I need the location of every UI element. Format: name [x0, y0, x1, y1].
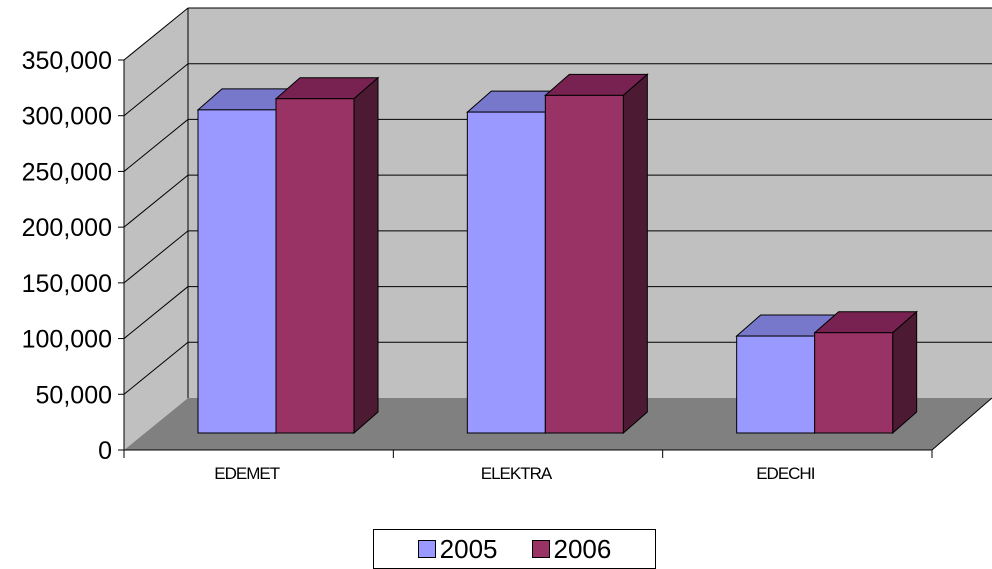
bar-side — [892, 310, 918, 435]
bar-2006-edechi — [813, 310, 918, 435]
bar-front — [736, 335, 816, 434]
gridline — [123, 341, 189, 395]
legend-swatch-2006 — [531, 540, 550, 558]
legend: 2005 2006 — [373, 529, 656, 569]
legend-label-2005: 2005 — [439, 533, 498, 564]
y-tick-label: 100,000 — [22, 326, 112, 354]
gridline — [123, 63, 189, 117]
x-tick-label: ELEKTRA — [481, 464, 553, 483]
y-tick-label: 150,000 — [22, 270, 112, 298]
y-tick-label: 250,000 — [22, 158, 112, 186]
bar-chart: 0 50,000 100,000 150,000 200,000 250,000 300,0… — [22, 7, 992, 483]
legend-swatch-2005 — [417, 540, 436, 558]
gridline — [123, 174, 189, 228]
floor-right-edge — [931, 397, 992, 451]
gridline — [123, 119, 189, 172]
bar-2006-edemet — [274, 76, 380, 435]
bar-side — [622, 73, 648, 435]
bar-front — [275, 98, 355, 434]
gridline — [123, 230, 189, 284]
bar-front — [466, 111, 546, 434]
x-tick-label: EDECHI — [756, 464, 815, 483]
bar-front — [197, 109, 277, 434]
y-tick-label: 300,000 — [22, 103, 112, 131]
legend-item-2005: 2005 — [417, 533, 498, 565]
legend-item-2006: 2006 — [531, 533, 612, 565]
gridline — [123, 286, 189, 339]
bar-side — [353, 76, 379, 435]
chart-side-wall — [124, 8, 188, 450]
gridline — [123, 7, 189, 61]
bar-front — [814, 332, 894, 434]
x-tick-label: EDEMET — [214, 464, 279, 483]
x-axis-ticks: EDEMET ELEKTRA EDECHI — [123, 450, 933, 483]
y-tick-label: 350,000 — [22, 47, 112, 75]
bar-2006-elektra — [544, 73, 649, 435]
y-tick-label: 50,000 — [36, 381, 112, 409]
y-tick-label: 0 — [98, 437, 112, 465]
y-axis-ticks: 0 50,000 100,000 150,000 200,000 250,000 300,0… — [22, 47, 124, 465]
bars — [196, 73, 918, 435]
y-tick-label: 200,000 — [22, 214, 112, 242]
legend-label-2006: 2006 — [553, 533, 612, 564]
bar-front — [544, 94, 624, 434]
